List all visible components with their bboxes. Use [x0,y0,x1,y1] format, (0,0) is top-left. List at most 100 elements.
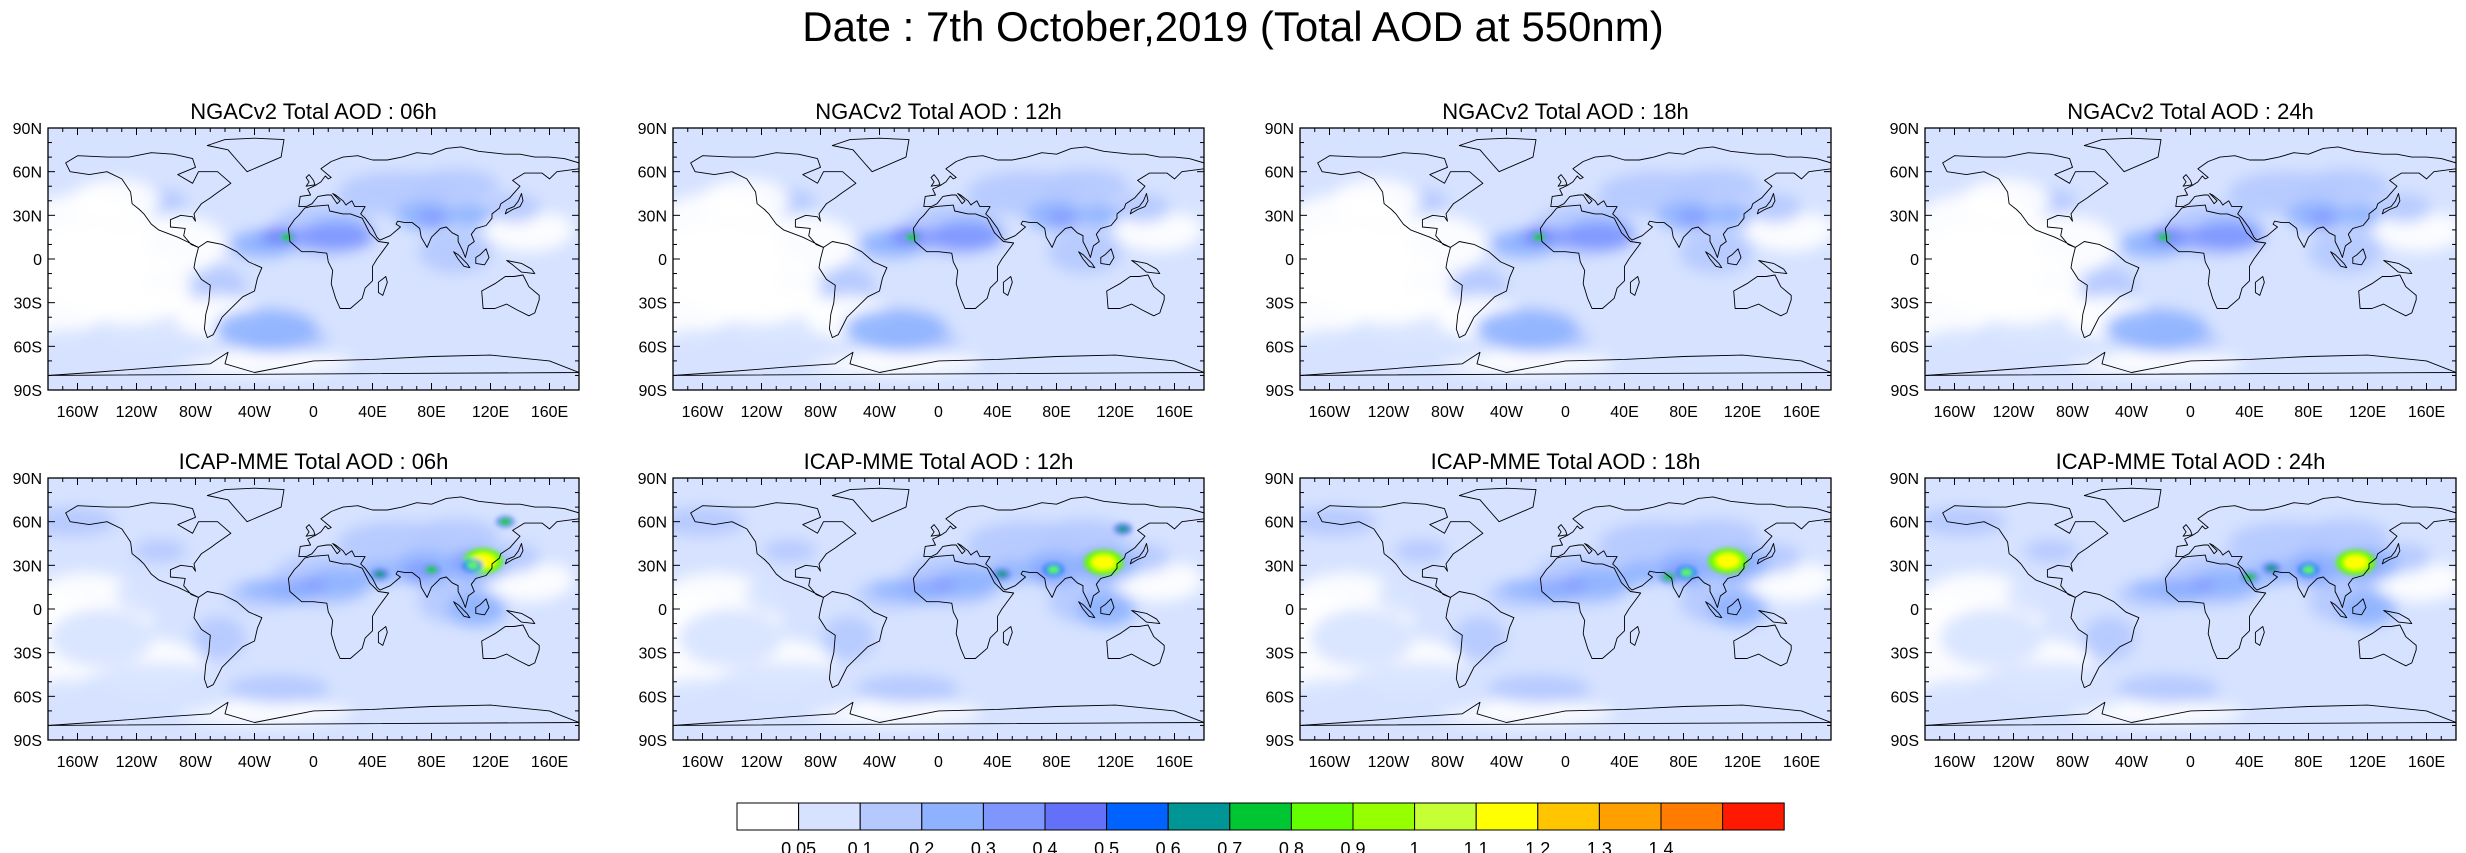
coastlines [1300,487,1831,726]
aod-region [410,168,500,204]
axis-ticks [1924,477,2457,741]
coastline [818,591,888,689]
y-tick-label: 60N [638,165,667,182]
coastline [1100,598,1115,616]
x-tick-label: 160E [1156,404,1193,421]
coastline [1002,276,1013,296]
aod-field [673,128,1204,390]
coastline [1629,626,1640,646]
aod-region [410,518,500,554]
y-tick-label: 60N [1890,165,1919,182]
axis-ticks [1299,477,1832,741]
coastline [930,174,941,187]
aod-region [1453,616,1507,660]
y-tick-label: 30S [1891,646,1919,663]
aod-region [900,630,974,675]
colorbar-label: 0.3 [971,839,996,853]
x-tick-label: 160E [1783,754,1820,771]
colorbar-swatch [1167,802,1231,831]
aod-region [1465,178,1554,223]
aod-region [844,308,948,350]
x-tick-label: 120W [741,404,784,421]
coastline [2083,487,2162,523]
colorbar-swatch [798,802,861,831]
x-tick-label: 120W [1993,754,2036,771]
aod-hotspot [1715,553,1741,569]
aod-region [1708,203,1753,227]
y-tick-label: 30S [14,646,42,663]
coastlines [1925,137,2456,376]
aod-region [929,224,1004,251]
coastline [2175,496,2456,608]
coastline [1758,260,1788,275]
x-tick-label: 80E [1669,404,1697,421]
aod-hotspot [2243,573,2256,581]
x-tick-label: 80W [2056,754,2090,771]
coastline [1705,601,1723,619]
aod-region [1443,504,1517,540]
y-tick-label: 60S [639,689,667,706]
coastlines [48,487,579,726]
y-tick-label: 90S [14,383,42,400]
coastline [2330,251,2348,269]
coastline [1733,274,1792,317]
aod-hotspot [425,565,438,574]
coastline [912,204,1015,309]
aod-region [900,585,945,604]
coastline [1300,701,1831,726]
x-tick-label: 160W [1934,404,1977,421]
coastline [287,204,390,309]
x-tick-label: 80W [804,404,838,421]
colorbar-swatch [1229,802,1292,831]
coastline [453,251,471,269]
coastline [930,524,941,537]
aod-region [1531,585,1576,604]
coastline [1550,146,1831,258]
coastline [1317,152,1484,248]
aod-region [71,178,161,223]
coastline [2254,626,2265,646]
y-tick-label: 90N [13,121,42,138]
coastline [2381,193,2401,215]
aod-region [410,295,559,354]
aod-region [1475,308,1579,350]
aod-region [1047,210,1078,226]
aod-region [745,572,834,617]
aod-region [2072,154,2147,190]
coastline [1557,524,1568,537]
aod-region [1561,224,1635,251]
aod-region [1077,203,1122,227]
aod-region [1040,168,1129,204]
colorbar-label: 0.1 [848,839,873,853]
aod-region [1465,528,1554,573]
colorbar-label: 0.05 [781,839,816,853]
coastline [912,554,1015,659]
map-panel: ICAP-MME Total AOD : 12h 160W 120W 80W 40W 0 4… [638,449,1205,771]
y-tick-label: 30N [638,558,667,575]
x-tick-label: 40E [1610,754,1638,771]
y-tick-label: 60S [639,339,667,356]
x-tick-label: 120E [1724,404,1761,421]
aod-hotspot [1091,554,1117,571]
x-tick-label: 0 [309,754,318,771]
coastline [305,524,316,537]
map-panel: NGACv2 Total AOD : 18h 160W 120W 80W 40W 0 40E… [1265,99,1832,421]
y-tick-label: 90N [13,471,42,488]
aod-region [1300,328,1377,364]
coastline [1758,610,1788,625]
aod-region [115,572,205,617]
aod-region [418,210,448,226]
y-tick-label: 30S [1891,296,1919,313]
coastline [2330,601,2348,619]
x-tick-label: 40W [1490,404,1524,421]
coastline [48,351,579,376]
aod-region [855,674,960,704]
y-tick-label: 30N [1265,208,1294,225]
aod-region [2308,210,2338,226]
colorbar-label: 1.2 [1525,839,1550,853]
aod-region [701,178,790,223]
colorbar-swatch [1660,802,1724,831]
x-tick-label: 0 [2186,404,2195,421]
coastline [2358,274,2417,317]
aod-region [2072,504,2147,540]
